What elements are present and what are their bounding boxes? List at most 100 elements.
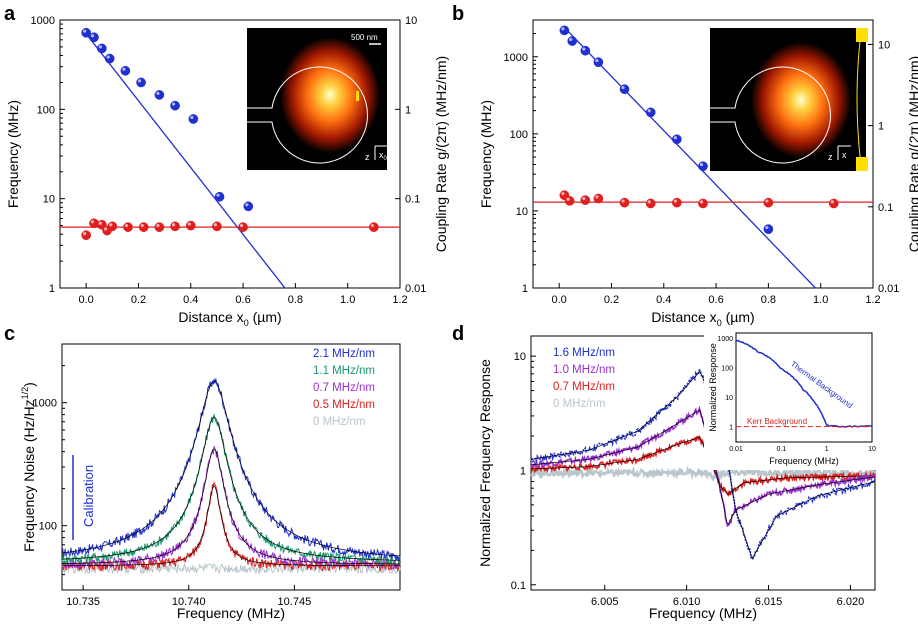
panel-a-point-s1-4-highlight xyxy=(109,223,113,227)
panel-c-legend-entry-3: 0.5 MHz/nm xyxy=(313,399,375,411)
panel-a-point-s1-9-highlight xyxy=(187,222,191,226)
panel-a-point-s1-8-highlight xyxy=(171,223,176,227)
panel-c-fit-3 xyxy=(62,485,400,567)
panel-a-point-s0-5 xyxy=(136,77,146,88)
panel-b-inset-clamp-bottom xyxy=(856,157,868,171)
panel-a-point-s1-6 xyxy=(138,222,149,232)
panel-c-legend-entry-2: 0.7 MHz/nm xyxy=(313,382,375,394)
panel-b-y-tick-label: 1000 xyxy=(504,52,528,64)
panel-a-point-s1-12-highlight xyxy=(370,223,374,228)
panel-b-y-tick-label: 1 xyxy=(522,283,528,295)
panel-a-x-tick-label: 0.0 xyxy=(79,294,94,306)
panel-d-x-tick-label: 6.010 xyxy=(673,596,701,608)
panel-d-legend-entry-3: 0 MHz/nm xyxy=(553,398,605,410)
panel-d-inset-x-axis-title: Frequency (MHz) xyxy=(769,456,839,466)
panel-a-point-s1-7-highlight xyxy=(156,223,160,228)
panel-a-point-s0-3 xyxy=(104,53,115,64)
panel-a-inset-probe xyxy=(356,91,359,101)
panel-b-point-s0-4 xyxy=(619,84,630,95)
panel-b-x-tick-label: 0.6 xyxy=(708,294,723,306)
panel-c-fit-2 xyxy=(62,448,400,565)
panel-b-inset-disk-outline xyxy=(710,66,831,164)
panel-c-y-tick-label: 100 xyxy=(39,521,57,533)
panel-b-point-s1-9 xyxy=(828,198,839,209)
panel-d-legend-entry-1: 1.0 MHz/nm xyxy=(553,364,615,376)
panel-a-point-s0-10 xyxy=(243,201,254,212)
panel-a-point-s0-0-highlight xyxy=(83,29,87,33)
panel-b-point-s1-7-highlight xyxy=(699,200,704,204)
panel-a-point-s0-4 xyxy=(120,65,131,76)
panel-c-y-tick-label: 1000 xyxy=(33,398,57,410)
panel-a-inset-z-label: z xyxy=(365,152,370,162)
panel-b-point-s1-1 xyxy=(564,196,575,206)
panel-b-point-s0-7 xyxy=(698,161,708,172)
panel-a-point-s1-10-highlight xyxy=(213,223,218,227)
panel-b-x-tick-label: 0.0 xyxy=(552,294,567,306)
panel-c-legend-entry-1: 1.1 MHz/nm xyxy=(313,365,375,377)
panel-a-y-tick-label: 10 xyxy=(43,194,55,206)
panel-b-fit-line-0 xyxy=(563,27,816,288)
panel-b-point-s0-5-highlight xyxy=(647,109,651,113)
panel-b-chart: 0.0 0.2 0.4 0.6 0.8 1.0 1.2 1 10 100 1000 0.01 0.1 1 1… xyxy=(478,19,918,328)
panel-d-inset-y-axis-title: Normalized Response xyxy=(708,343,718,432)
panel-b-y2-tick-label: 0.01 xyxy=(878,283,899,295)
panel-b-point-s0-2-highlight xyxy=(582,47,586,51)
panel-d-inset-x-tick-label: 10 xyxy=(868,446,876,453)
panel-a-y2-tick-label: 1 xyxy=(405,104,411,116)
panel-b-point-s0-6-highlight xyxy=(673,136,677,140)
panel-a-point-s1-1-highlight xyxy=(90,220,95,224)
panel-b-x-tick-label: 0.4 xyxy=(656,294,671,306)
panel-b-point-s1-4-highlight xyxy=(621,199,625,203)
panel-a-point-s1-6-highlight xyxy=(140,223,144,228)
panel-d-inset-frame xyxy=(735,332,873,443)
panel-d-inset-kerr-label: Kerr Background xyxy=(747,417,807,426)
panel-b-y2-axis-title: Coupling Rate g/(2π) (MHz/nm) xyxy=(906,56,918,252)
panel-c-fit-0 xyxy=(61,380,401,557)
panel-d-inset-x-tick-label: 1 xyxy=(825,446,829,453)
panel-b-point-s0-2 xyxy=(580,45,591,56)
panel-d-series-3 xyxy=(530,465,877,482)
panel-c-series-3 xyxy=(61,480,401,573)
panel-a-inset-disk-outline xyxy=(247,66,368,164)
panel-a-point-s0-9 xyxy=(214,191,225,202)
panel-d-fit-0 xyxy=(530,370,876,559)
panel-b-inset-clamp-top xyxy=(856,28,868,42)
panel-label-c: c xyxy=(4,323,15,345)
panel-label-d: d xyxy=(452,323,464,345)
panel-c-x-axis-title: Frequency (MHz) xyxy=(177,605,285,621)
panel-b-inset-field xyxy=(751,42,851,158)
panel-a-point-s0-8-highlight xyxy=(190,115,194,119)
panel-b-x-tick-label: 1.0 xyxy=(813,294,828,306)
panel-d-inset-y-tick-label: 1000 xyxy=(717,336,733,343)
panel-d-fit-1 xyxy=(530,409,876,525)
panel-b-point-s0-0-highlight xyxy=(561,27,565,31)
panel-d-inset-y-tick-label: 1 xyxy=(729,425,733,432)
panel-a-x-tick-label: 0.2 xyxy=(131,294,146,306)
panel-a-point-s0-2-highlight xyxy=(98,45,102,49)
panel-b-point-s1-7 xyxy=(698,198,708,209)
panel-a-y2-tick-label: 0.01 xyxy=(405,283,426,295)
panel-d-x-tick-label: 6.005 xyxy=(591,596,619,608)
panel-a-x-tick-label: 0.8 xyxy=(288,294,303,306)
panel-d-inset-x-tick-label: 0.1 xyxy=(776,446,786,453)
panel-d-x-tick-label: 6.015 xyxy=(755,596,783,608)
panel-d-y-tick-label: 0.1 xyxy=(511,580,526,592)
panel-a-point-s1-5-highlight xyxy=(124,223,129,228)
panel-a-plot-frame xyxy=(59,19,401,289)
panel-b-point-s1-3-highlight xyxy=(595,195,599,199)
panel-c-chart: 10.735 10.740 10.745 100 1000 Frequency (MHz)… xyxy=(20,343,401,621)
panel-d-y-tick-label: 10 xyxy=(514,351,526,363)
panel-a-y-tick-label: 100 xyxy=(37,104,55,116)
panel-b-point-s0-5 xyxy=(645,107,656,118)
panel-c-x-tick-label: 10.740 xyxy=(172,596,206,608)
panel-a-point-s0-9-highlight xyxy=(216,193,220,197)
panel-d-legend-entry-2: 0.7 MHz/nm xyxy=(553,381,615,393)
panel-a-inset-x-label: x0 xyxy=(379,150,388,162)
panel-a-y2-tick-label: 0.1 xyxy=(405,194,420,206)
panel-a-inset-scalebar-label: 500 nm xyxy=(351,33,378,42)
panel-a-y-tick-label: 1 xyxy=(49,283,55,295)
panel-b-point-s1-9-highlight xyxy=(830,200,834,204)
panel-a-x-tick-label: 0.4 xyxy=(183,294,198,306)
panel-a-point-s1-3-highlight xyxy=(103,227,108,231)
panel-b-inset-x-label: x xyxy=(842,150,847,160)
